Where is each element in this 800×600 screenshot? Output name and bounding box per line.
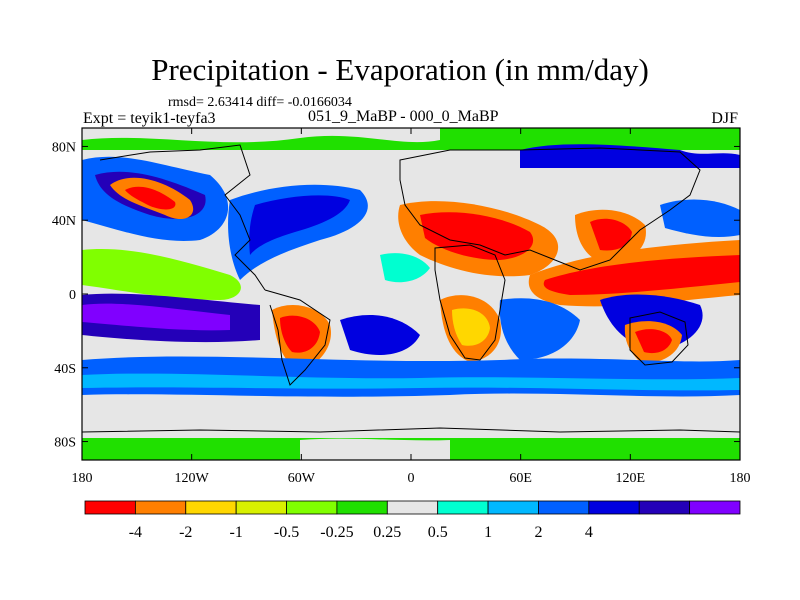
season-label: DJF xyxy=(711,110,738,127)
lon-tick-label: 180 xyxy=(72,471,93,486)
west-pacific-blue xyxy=(660,199,740,238)
lon-tick-label: 0 xyxy=(408,471,415,486)
eq-pacific-dry-core xyxy=(543,255,740,295)
coastlines xyxy=(82,144,740,433)
arctic-neutral xyxy=(82,128,440,143)
southern-ocean-lightblue xyxy=(82,373,740,391)
colorbar-box xyxy=(235,500,287,515)
colorbar-label: 0.25 xyxy=(373,524,401,541)
south-pacific-violet xyxy=(82,303,230,331)
antarctic-neutral xyxy=(300,438,450,460)
colorbar-label: -2 xyxy=(179,524,192,541)
lat-tick-label: 80S xyxy=(54,436,76,451)
east-pacific-green xyxy=(82,249,241,300)
colorbar: -4 -2 -1 -0.5 -0.25 0.25 0.5 1 2 4 xyxy=(84,500,741,541)
colorbar-label: -0.5 xyxy=(274,524,299,541)
lat-tick-label: 0 xyxy=(69,288,76,303)
colorbar-box xyxy=(487,500,539,515)
colorbar-box xyxy=(437,500,489,515)
lon-tick-label: 120W xyxy=(175,471,210,486)
colorbar-box xyxy=(588,500,640,515)
lon-tick-label: 120E xyxy=(616,471,646,486)
colorbar-label: -1 xyxy=(229,524,242,541)
colorbar-box xyxy=(336,500,388,515)
north-atlantic-core xyxy=(249,195,350,255)
southern-neutral xyxy=(82,402,740,445)
colorbar-label: -4 xyxy=(129,524,142,541)
lat-tick-label: 40N xyxy=(52,214,76,229)
map-axes: 180 120W 60W 0 60E 120E 180 80N 40N 0 40S 80S xyxy=(52,128,751,486)
north-pacific-blue xyxy=(520,144,740,168)
lon-tick-label: 180 xyxy=(730,471,751,486)
colorbar-box xyxy=(286,500,338,515)
equatorial-atlantic-cyan xyxy=(380,253,430,283)
eurasia-dry-core xyxy=(420,212,534,260)
south-atlantic-blue xyxy=(340,315,420,355)
colorbar-box xyxy=(689,500,741,515)
field-plot xyxy=(82,128,740,460)
lon-tick-label: 60E xyxy=(509,471,532,486)
south-america-core xyxy=(280,315,320,353)
lon-tick-label: 60W xyxy=(288,471,316,486)
colorbar-box xyxy=(134,500,187,515)
colorbar-box xyxy=(84,500,136,515)
experiment-label: Expt = teyik1-teyfa3 xyxy=(83,110,216,127)
lat-tick-label: 80N xyxy=(52,140,76,155)
colorbar-label: 0.5 xyxy=(428,524,448,541)
period-label: 051_9_MaBP - 000_0_MaBP xyxy=(308,108,499,125)
colorbar-box xyxy=(538,500,590,515)
colorbar-label: 1 xyxy=(484,524,492,541)
stats-label: rmsd= 2.63414 diff= -0.0166034 xyxy=(168,95,352,110)
na-drying-core xyxy=(125,186,176,210)
plot-title: Precipitation - Evaporation (in mm/day) xyxy=(151,52,649,87)
colorbar-box xyxy=(185,500,237,515)
colorbar-label: 4 xyxy=(585,524,593,541)
lat-tick-label: 40S xyxy=(54,362,76,377)
africa-yellow xyxy=(452,308,490,346)
colorbar-box xyxy=(638,500,691,515)
australia-core xyxy=(635,329,672,354)
colorbar-box xyxy=(386,500,439,515)
central-asia-core xyxy=(590,218,632,251)
colorbar-label: -0.25 xyxy=(320,524,353,541)
indian-ocean-blue xyxy=(499,298,580,360)
colorbar-label: 2 xyxy=(534,524,542,541)
